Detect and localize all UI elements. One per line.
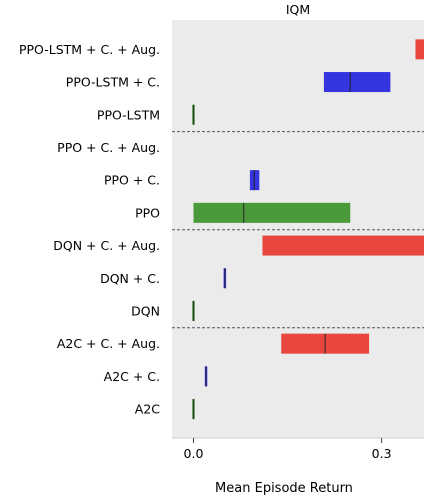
row-label-ppo: PPO — [135, 205, 160, 220]
interval-bars — [192, 39, 424, 420]
row-labels: PPO-LSTM + C. + Aug. PPO-LSTM + C. PPO-LST… — [19, 42, 160, 417]
group-separators — [172, 131, 424, 329]
row-label-ppo-lstm: PPO-LSTM — [97, 107, 160, 122]
row-label-dqn-c-aug: DQN + C. + Aug. — [53, 238, 160, 253]
interval-bar-ppo — [193, 202, 351, 223]
row-label-ppo-lstm-c-aug: PPO-LSTM + C. + Aug. — [19, 42, 160, 57]
x-axis-label: Mean Episode Return — [215, 481, 353, 496]
interval-bar-ppo-lstm-c — [323, 72, 391, 93]
row-label-a2c-c: A2C + C. — [104, 369, 160, 384]
interval-bar-dqn-c-aug — [262, 235, 424, 256]
x-tick-label: 0.0 — [184, 446, 204, 461]
row-label-a2c-c-aug: A2C + C. + Aug. — [57, 336, 160, 351]
interval-bar-ppo-lstm-c-aug — [415, 39, 424, 60]
row-label-dqn-c: DQN + C. — [100, 271, 160, 286]
row-label-ppo-c-aug: PPO + C. + Aug. — [57, 140, 160, 155]
row-label-ppo-lstm-c: PPO-LSTM + C. — [66, 75, 160, 90]
x-ticks: 0.00.30.60.9 — [184, 438, 392, 461]
chart-title: IQM — [286, 2, 310, 17]
x-tick-label: 0.3 — [372, 446, 392, 461]
row-label-dqn: DQN — [131, 303, 160, 318]
row-label-ppo-c: PPO + C. — [104, 173, 160, 188]
row-label-a2c: A2C — [135, 402, 161, 417]
